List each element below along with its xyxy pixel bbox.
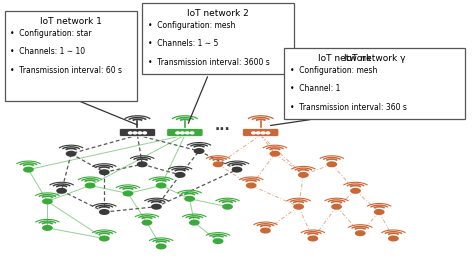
Circle shape: [246, 183, 256, 188]
Text: •  Transmission interval: 60 s: • Transmission interval: 60 s: [10, 66, 122, 75]
Text: IoT network γ: IoT network γ: [344, 54, 406, 63]
Circle shape: [222, 204, 233, 210]
Circle shape: [176, 132, 180, 134]
Circle shape: [42, 198, 53, 204]
FancyBboxPatch shape: [284, 48, 465, 119]
FancyBboxPatch shape: [119, 129, 155, 136]
Circle shape: [138, 132, 142, 134]
Circle shape: [184, 196, 195, 202]
FancyBboxPatch shape: [5, 11, 137, 101]
Circle shape: [327, 161, 337, 167]
Circle shape: [256, 132, 260, 134]
Circle shape: [99, 209, 109, 215]
Circle shape: [143, 132, 146, 134]
FancyBboxPatch shape: [243, 129, 279, 136]
Circle shape: [189, 220, 200, 226]
Circle shape: [156, 244, 166, 249]
Circle shape: [213, 238, 223, 244]
Circle shape: [374, 209, 384, 215]
Text: IoT network: IoT network: [319, 54, 374, 63]
Circle shape: [128, 132, 132, 134]
Text: •  Channels: 1 ∼ 5: • Channels: 1 ∼ 5: [148, 39, 218, 48]
Circle shape: [388, 236, 399, 241]
Text: •  Configuration: star: • Configuration: star: [10, 29, 92, 38]
Circle shape: [260, 228, 271, 233]
Circle shape: [252, 132, 255, 134]
Circle shape: [293, 204, 304, 210]
FancyBboxPatch shape: [142, 3, 294, 74]
Text: •  Channel: 1: • Channel: 1: [290, 84, 340, 93]
Circle shape: [181, 132, 184, 134]
Circle shape: [350, 188, 361, 194]
Circle shape: [194, 148, 204, 154]
Circle shape: [56, 188, 67, 194]
Text: •  Channels: 1 ∼ 10: • Channels: 1 ∼ 10: [10, 47, 85, 56]
Text: IoT network 1: IoT network 1: [40, 17, 102, 26]
Circle shape: [137, 161, 147, 167]
Text: •  Transmission interval: 360 s: • Transmission interval: 360 s: [290, 103, 407, 112]
Circle shape: [185, 132, 189, 134]
Circle shape: [270, 151, 280, 157]
Text: ...: ...: [215, 119, 231, 133]
Text: •  Transmission interval: 3600 s: • Transmission interval: 3600 s: [148, 58, 270, 67]
Circle shape: [232, 167, 242, 173]
Text: •  Configuration: mesh: • Configuration: mesh: [148, 21, 235, 30]
Circle shape: [156, 183, 166, 188]
Circle shape: [23, 167, 34, 173]
Circle shape: [266, 132, 270, 134]
Text: IoT network 2: IoT network 2: [187, 9, 249, 18]
Circle shape: [42, 225, 53, 231]
Circle shape: [261, 132, 265, 134]
Circle shape: [142, 220, 152, 226]
Circle shape: [355, 230, 365, 236]
Circle shape: [66, 151, 76, 157]
Circle shape: [331, 204, 342, 210]
Circle shape: [298, 172, 309, 178]
Circle shape: [85, 183, 95, 188]
Circle shape: [175, 172, 185, 178]
FancyBboxPatch shape: [167, 129, 203, 136]
Circle shape: [308, 236, 318, 241]
Circle shape: [123, 191, 133, 196]
Circle shape: [190, 132, 194, 134]
Circle shape: [133, 132, 137, 134]
Circle shape: [213, 161, 223, 167]
Circle shape: [151, 204, 162, 210]
Text: •  Configuration: mesh: • Configuration: mesh: [290, 66, 377, 75]
Circle shape: [99, 236, 109, 241]
Circle shape: [99, 169, 109, 175]
